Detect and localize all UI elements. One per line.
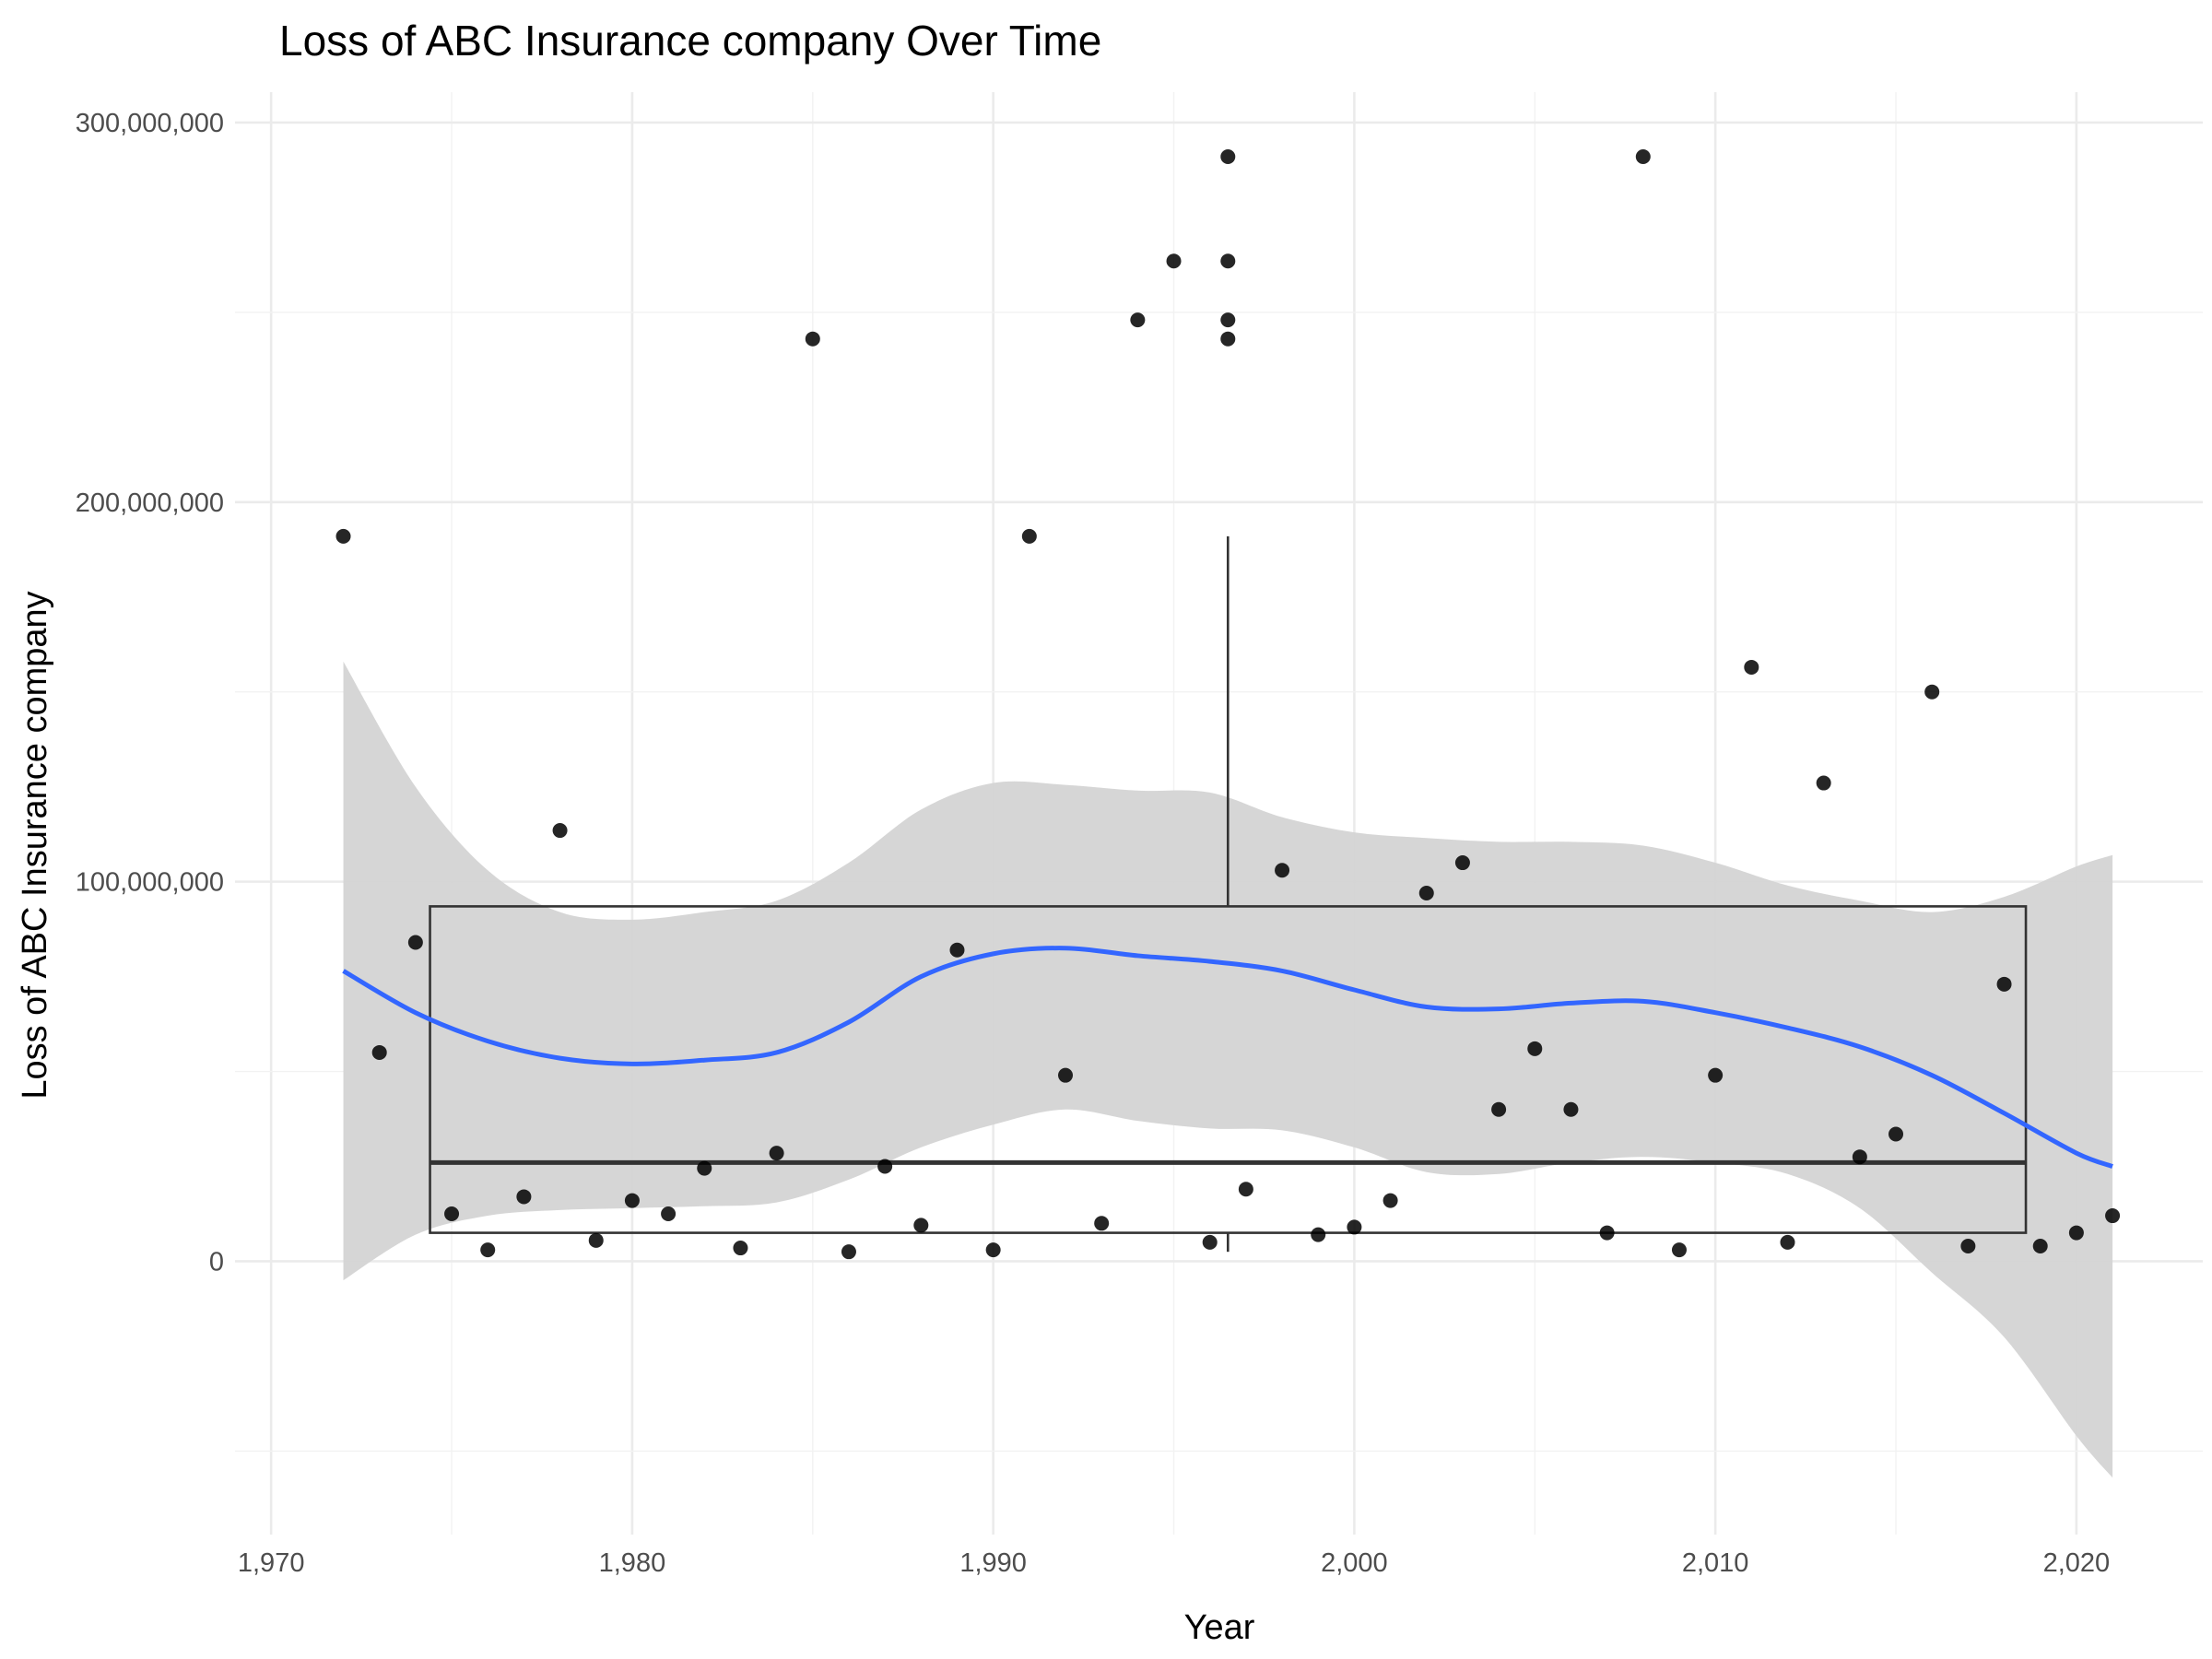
confidence-band-area (343, 661, 2113, 1478)
data-point (1220, 312, 1236, 328)
data-point (1454, 855, 1470, 871)
x-tick-labels: 1,970 1,980 1,990 2,000 2,010 2,020 (238, 1548, 2110, 1578)
data-point (1996, 976, 2012, 992)
x-tick-label: 2,000 (1321, 1548, 1388, 1578)
data-point (1238, 1182, 1253, 1197)
data-point (1816, 775, 1831, 791)
data-point (1220, 149, 1236, 165)
data-point (1671, 1242, 1687, 1258)
x-tick-label: 1,990 (959, 1548, 1027, 1578)
data-point (1888, 1126, 1904, 1142)
data-point (949, 942, 965, 958)
data-point (1382, 1193, 1398, 1208)
data-point (1527, 1041, 1543, 1056)
data-point (985, 1242, 1001, 1258)
chart-title: Loss of ABC Insurance company Over Time (279, 17, 1101, 65)
data-point (552, 823, 568, 839)
data-point (661, 1206, 677, 1221)
data-point (805, 331, 820, 347)
data-point (444, 1206, 460, 1221)
data-point (1058, 1067, 1074, 1083)
data-point (588, 1232, 604, 1248)
data-point (1275, 863, 1290, 878)
data-points (335, 149, 2121, 1260)
data-point (1960, 1239, 1976, 1253)
data-point (1708, 1067, 1724, 1083)
y-tick-labels: 0 100,000,000 200,000,000 300,000,000 (76, 109, 224, 1277)
data-point (841, 1244, 856, 1260)
confidence-band (343, 661, 2113, 1478)
data-point (1491, 1101, 1507, 1117)
data-point (1635, 149, 1651, 165)
boxplot (429, 535, 2028, 1253)
data-point (1418, 885, 1434, 900)
data-point (371, 1044, 387, 1060)
data-point (1563, 1101, 1579, 1117)
data-point (2105, 1208, 2121, 1224)
data-point (1202, 1234, 1218, 1250)
x-tick-label: 1,970 (238, 1548, 305, 1578)
data-point (407, 935, 423, 950)
data-point (877, 1159, 893, 1174)
data-point (1924, 684, 1940, 700)
data-point (1852, 1149, 1867, 1165)
data-point (913, 1218, 929, 1233)
data-point (697, 1160, 712, 1176)
data-point (1220, 253, 1236, 269)
data-point (335, 528, 351, 544)
data-point (2032, 1239, 2048, 1253)
data-point (1599, 1225, 1615, 1241)
data-point (1021, 528, 1037, 544)
data-point (733, 1241, 748, 1256)
x-tick-label: 1,980 (599, 1548, 666, 1578)
data-point (480, 1242, 496, 1258)
data-point (1166, 253, 1182, 269)
boxplot-box (429, 905, 2028, 1234)
y-tick-label: 100,000,000 (76, 868, 224, 898)
y-tick-label: 300,000,000 (76, 109, 224, 138)
loess-line (342, 946, 2113, 1169)
data-point (1780, 1234, 1795, 1250)
data-point (1220, 331, 1236, 347)
x-tick-label: 2,010 (1682, 1548, 1749, 1578)
data-point (1311, 1227, 1326, 1242)
smooth-line (342, 946, 2113, 1169)
data-point (1744, 659, 1759, 675)
y-tick-label: 0 (209, 1247, 224, 1277)
y-tick-label: 200,000,000 (76, 488, 224, 518)
data-point (1347, 1219, 1362, 1235)
data-point (516, 1189, 532, 1205)
data-point (769, 1146, 784, 1161)
data-point (1094, 1216, 1110, 1231)
x-tick-label: 2,020 (2043, 1548, 2111, 1578)
data-point (2068, 1225, 2084, 1241)
data-point (1130, 312, 1146, 328)
data-point (624, 1193, 640, 1208)
x-axis-title: Year (1184, 1608, 1255, 1647)
y-axis-title: Loss of ABC Insurance company (16, 591, 54, 1099)
